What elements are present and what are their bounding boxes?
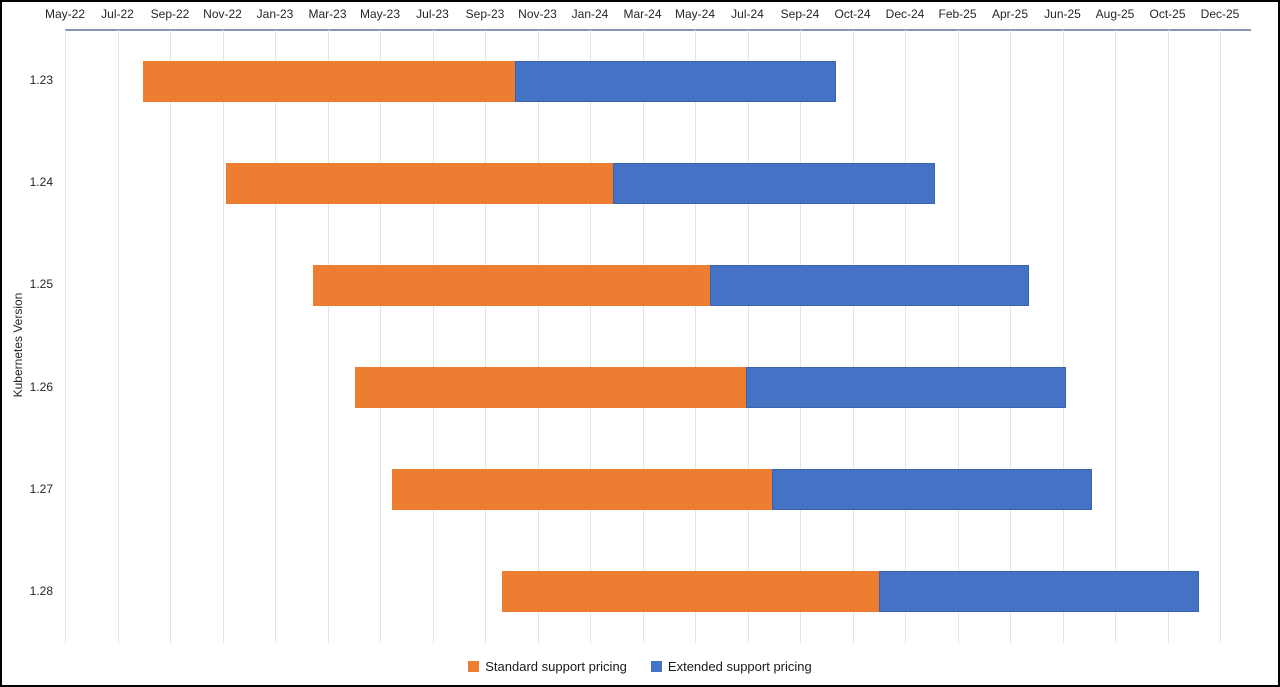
bar-standard-1.27 [392,469,773,511]
x-tick-label: Sep-22 [150,7,190,21]
gridline [800,30,801,643]
bar-standard-1.24 [226,162,614,204]
x-tick-label: Feb-25 [938,7,977,21]
x-tick-label: Jul-23 [416,7,449,21]
gridline [590,30,591,643]
x-tick-label: Nov-23 [518,7,557,21]
gridline [1167,30,1169,643]
gridline [747,30,749,643]
x-tick-label: Oct-25 [1149,7,1186,21]
y-tick-label: 1.23 [29,73,53,88]
gridline [852,30,854,643]
gridline [275,30,276,643]
x-tick-label: Jun-25 [1044,7,1081,21]
gridline [485,30,486,643]
y-tick-label: 1.25 [29,277,53,292]
bar-extended-1.24 [613,162,935,204]
x-tick-label: Sep-24 [780,7,820,21]
gridline [432,30,434,643]
bar-extended-1.26 [745,367,1067,409]
x-tick-label: May-24 [674,7,715,21]
gridline [957,30,959,643]
x-tick-label: Jul-24 [731,7,764,21]
x-tick-label: Dec-24 [885,7,925,21]
gridline [537,30,539,643]
gridline [327,30,329,643]
legend-item-standard: Standard support pricing [468,659,627,674]
gridline [1010,30,1011,643]
bar-standard-1.26 [354,367,746,409]
x-tick-label: Jan-23 [256,7,294,21]
gridline [1062,30,1064,643]
bar-extended-1.23 [514,60,837,102]
x-tick-label: May-22 [44,7,85,21]
x-tick-label: Mar-23 [308,7,347,21]
bar-extended-1.28 [879,571,1199,613]
gridline [1115,30,1116,643]
gridline [170,30,171,643]
x-tick-label: Dec-25 [1200,7,1240,21]
bar-standard-1.25 [312,264,711,306]
legend-item-extended: Extended support pricing [650,659,812,674]
x-tick-label: Apr-25 [991,7,1029,21]
legend-label-standard: Standard support pricing [485,659,627,674]
x-tick-label: Mar-24 [623,7,662,21]
gridline [65,30,66,643]
legend-swatch-standard-icon [468,661,480,672]
x-tick-label: Jan-24 [571,7,609,21]
gridline [380,30,381,643]
x-tick-label: Nov-22 [203,7,242,21]
y-tick-label: 1.24 [29,175,53,190]
gridline [117,30,119,643]
gridline [695,30,696,643]
y-axis-title: Kubernetes Version [11,292,25,398]
x-tick-label: Aug-25 [1095,7,1135,21]
x-tick-label: Sep-23 [465,7,505,21]
gridline [222,30,224,643]
gridline [642,30,644,643]
y-tick-label: 1.27 [29,481,53,496]
x-tick-label: Oct-24 [834,7,871,21]
bar-extended-1.27 [772,469,1092,511]
gridline [1220,30,1221,643]
bar-extended-1.25 [710,264,1029,306]
x-axis-line [65,29,1251,31]
gridline [905,30,906,643]
legend-swatch-extended-icon [650,661,662,672]
legend-label-extended: Extended support pricing [667,659,812,674]
y-tick-label: 1.28 [29,583,53,598]
bar-standard-1.28 [501,571,880,613]
bar-standard-1.23 [143,60,515,102]
x-tick-label: Jul-22 [101,7,134,21]
y-tick-label: 1.26 [29,379,53,394]
legend: Standard support pricing Extended suppor… [2,659,1278,674]
x-tick-label: May-23 [359,7,400,21]
